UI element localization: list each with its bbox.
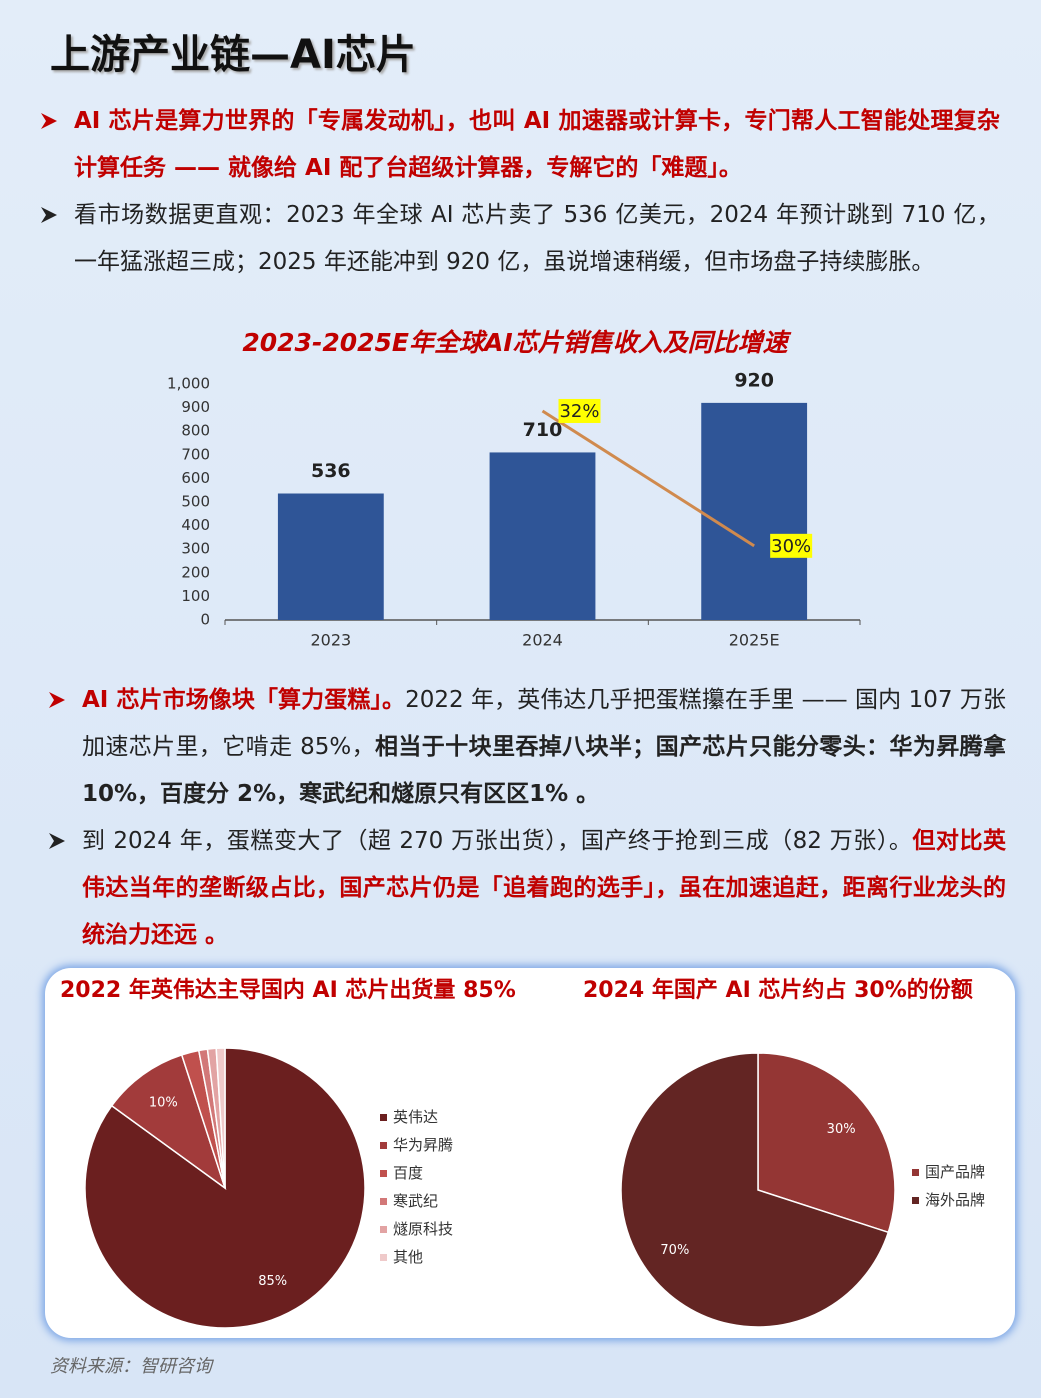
chart-title: 2022 年英伟达主导国内 AI 芯片出货量 85%	[60, 977, 516, 1003]
legend-swatch	[380, 1226, 387, 1233]
data-label: 30%	[771, 536, 811, 557]
bullet-arrow	[49, 833, 65, 849]
data-label: 10%	[149, 1096, 178, 1111]
legend-label: 寒武纪	[393, 1192, 438, 1210]
data-label: 536	[311, 460, 351, 482]
data-label: 70%	[660, 1243, 689, 1258]
bullet-text: 看市场数据更直观：2023 年全球 AI 芯片卖了 536 亿美元，2024 年…	[74, 202, 1000, 275]
pie-slice	[757, 1052, 896, 1234]
pie-slice	[620, 1052, 890, 1328]
pie-slice	[110, 1053, 227, 1190]
x-tick-label: 2025E	[729, 631, 780, 650]
arrow-shape	[41, 113, 57, 129]
page-title: 上游产业链—AI芯片	[50, 32, 416, 78]
bullet-text: AI 芯片是算力世界的「专属发动机」，也叫 AI 加速器或计算卡，专门帮人工智能…	[74, 108, 1000, 181]
y-tick-label: 700	[181, 445, 210, 463]
legend-swatch	[912, 1169, 919, 1176]
data-label: 32%	[559, 401, 599, 422]
y-tick-label: 200	[181, 563, 210, 581]
y-tick-label: 100	[181, 587, 210, 605]
x-tick-label: 2024	[522, 631, 563, 650]
legend-label: 华为昇腾	[393, 1136, 453, 1154]
y-tick-label: 0	[200, 611, 210, 629]
data-label: 920	[734, 369, 774, 391]
legend-label: 海外品牌	[925, 1191, 985, 1209]
bar	[277, 493, 384, 620]
data-label: 85%	[258, 1274, 287, 1289]
bullet: AI 芯片是算力世界的「专属发动机」，也叫 AI 加速器或计算卡，专门帮人工智能…	[40, 98, 1000, 192]
legend-swatch	[380, 1114, 387, 1121]
bar	[489, 452, 596, 620]
legend-label: 英伟达	[393, 1108, 438, 1126]
bullet-arrow	[49, 692, 65, 708]
legend-swatch	[380, 1254, 387, 1261]
legend-swatch	[912, 1197, 919, 1204]
y-tick-label: 800	[181, 422, 210, 440]
y-tick-label: 500	[181, 493, 210, 511]
y-tick-label: 1,000	[167, 375, 210, 393]
label-highlight	[558, 398, 601, 423]
y-tick-label: 300	[181, 540, 210, 558]
label-highlight	[770, 533, 813, 558]
bullet-text: 到 2024 年，蛋糕变大了（超 270 万张出货），国产终于抢到三成（82 万…	[82, 828, 913, 854]
legend-label: 燧原科技	[393, 1220, 453, 1238]
bullet-arrow	[41, 113, 57, 129]
growth-line	[541, 409, 755, 548]
arrow-shape	[49, 692, 65, 708]
pie-slice	[215, 1047, 226, 1189]
bullet-group: AI 芯片是算力世界的「专属发动机」，也叫 AI 加速器或计算卡，专门帮人工智能…	[40, 98, 1000, 286]
bullet-text: 但对比英伟达当年的垄断级占比，国产芯片仍是「追着跑的选手」，虽在加速追赶，距离行…	[82, 828, 1006, 948]
bullet-group: AI 芯片市场像块「算力蛋糕」。2022 年，英伟达几乎把蛋糕攥在手里 —— 国…	[48, 677, 1006, 959]
legend-swatch	[380, 1198, 387, 1205]
legend-swatch	[380, 1142, 387, 1149]
chart-title: 2023-2025E年全球AI芯片销售收入及同比增速	[242, 328, 791, 357]
y-tick-label: 600	[181, 469, 210, 487]
data-label: 710	[523, 419, 563, 441]
bullet-arrow	[41, 207, 57, 223]
bullet: 到 2024 年，蛋糕变大了（超 270 万张出货），国产终于抢到三成（82 万…	[48, 818, 1006, 959]
bullet: 看市场数据更直观：2023 年全球 AI 芯片卖了 536 亿美元，2024 年…	[40, 192, 1000, 286]
x-tick-label: 2023	[310, 631, 351, 650]
bullet-text: 2022 年，英伟达几乎把蛋糕攥在手里 —— 国内 107 万张加速芯片里，它啃…	[82, 687, 1006, 760]
bar	[701, 402, 808, 620]
legend-label: 百度	[393, 1164, 423, 1182]
bullet: AI 芯片市场像块「算力蛋糕」。2022 年，英伟达几乎把蛋糕攥在手里 —— 国…	[48, 677, 1006, 818]
bullet-text: 相当于十块里吞掉八块半；国产芯片只能分零头：华为昇腾拿 10%，百度分 2%，寒…	[82, 734, 1006, 807]
legend-label: 其他	[393, 1248, 423, 1266]
arrow-shape	[49, 833, 65, 849]
data-label: 30%	[827, 1122, 856, 1137]
legend-label: 国产品牌	[925, 1163, 985, 1181]
source-note: 资料来源：智研咨询	[50, 1356, 212, 1377]
y-tick-label: 400	[181, 516, 210, 534]
arrow-shape	[41, 207, 57, 223]
chart-title: 2024 年国产 AI 芯片约占 30%的份额	[583, 977, 973, 1003]
y-tick-label: 900	[181, 398, 210, 416]
legend-swatch	[380, 1170, 387, 1177]
bullet-text: AI 芯片市场像块「算力蛋糕」。	[82, 687, 406, 713]
